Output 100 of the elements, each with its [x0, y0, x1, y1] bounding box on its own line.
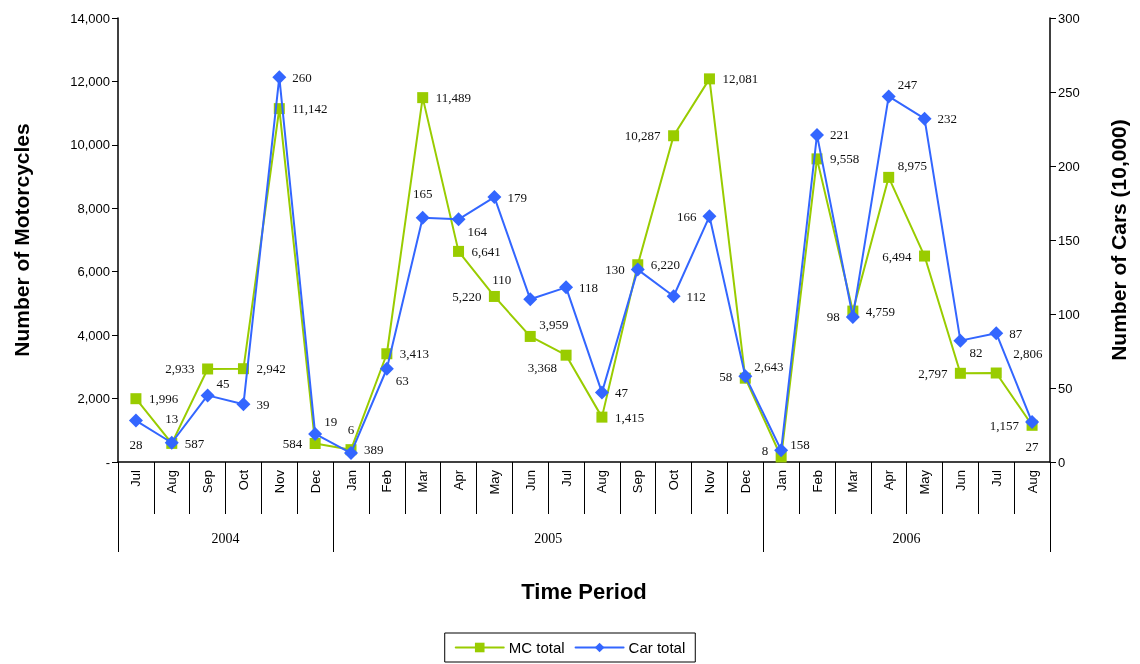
data-label: 389 [364, 442, 384, 458]
point [881, 89, 896, 104]
data-label: 11,142 [292, 101, 328, 117]
point [560, 349, 572, 361]
y-tick-label: 12,000 [70, 73, 110, 89]
data-label: 247 [897, 76, 918, 92]
y-tick-label: 4,000 [77, 327, 110, 343]
point [202, 363, 214, 375]
data-label: 11,489 [435, 90, 471, 106]
y2-tick-label: 50 [1058, 380, 1073, 396]
data-label: 6,220 [650, 257, 681, 273]
data-label: 6 [347, 421, 355, 437]
y-axis-title: Number of Motorcycles [10, 123, 33, 357]
data-label: 28 [129, 437, 143, 453]
point [309, 437, 321, 449]
point [954, 367, 966, 379]
x-tick-label: Apr [881, 469, 897, 491]
data-label: 2,797 [918, 365, 948, 381]
text: 2004 [211, 530, 240, 546]
data-label: 5,220 [452, 288, 482, 304]
data-label: 587 [184, 435, 205, 451]
point [487, 190, 502, 205]
data-label: 6,641 [471, 243, 501, 259]
data-label: 179 [507, 189, 527, 205]
y2-tick-label: 200 [1058, 158, 1080, 174]
point [1025, 415, 1040, 430]
x-tick-label: Jul [128, 469, 144, 487]
legend-label: MC total [508, 639, 565, 656]
x-tick-label: Jan [343, 470, 359, 491]
data-label: 39 [256, 396, 270, 412]
x-tick-label: Aug [1024, 470, 1040, 494]
data-label: 166 [676, 208, 697, 224]
data-label: 19 [324, 414, 338, 430]
data-label: 221 [830, 127, 850, 143]
data-label: 4,759 [865, 303, 896, 319]
y2-tick-label: 250 [1058, 84, 1080, 100]
x-tick-label: Oct [666, 469, 682, 491]
point [272, 70, 287, 85]
x-tick-label: Jul [558, 469, 574, 487]
point [453, 245, 465, 257]
data-label: 9,558 [830, 151, 860, 167]
x-tick-label: Feb [809, 470, 825, 493]
data-label: 6,494 [882, 248, 913, 264]
legend-label: Car total [628, 639, 686, 656]
y2-axis-title: Number of Cars (10,000) [1107, 119, 1130, 361]
y-tick-label: - [105, 454, 110, 470]
text: 2006 [892, 530, 921, 546]
data-label: 8,975 [897, 157, 927, 173]
data-label: 10,287 [624, 128, 662, 144]
point [594, 385, 609, 400]
point [953, 333, 968, 348]
y-tick-label: 14,000 [70, 10, 110, 26]
point [990, 367, 1002, 379]
point [810, 127, 824, 142]
x-tick-label: Jul [988, 469, 1004, 487]
point [630, 262, 645, 277]
data-label: 2,942 [256, 361, 286, 377]
data-label: 2,643 [754, 358, 784, 374]
y2-tick-label: 150 [1058, 232, 1080, 248]
y-tick-label: 2,000 [77, 391, 110, 407]
point [559, 280, 574, 295]
data-label: 158 [790, 437, 810, 453]
x-tick-label: Dec [307, 469, 323, 494]
point [524, 330, 536, 342]
point [236, 397, 251, 412]
x-tick-label: Feb [379, 470, 395, 493]
x-tick-label: Nov [271, 469, 287, 494]
point [989, 326, 1004, 341]
y-tick-label: 6,000 [77, 264, 110, 280]
data-label: 98 [826, 309, 840, 325]
point [917, 111, 932, 126]
point [417, 92, 429, 104]
text: 2005 [534, 530, 563, 546]
data-label: 3,413 [399, 346, 430, 362]
y2-tick-label: 300 [1058, 10, 1080, 26]
x-tick-label: Dec [737, 469, 753, 494]
data-label: 260 [292, 69, 312, 85]
data-label: 130 [605, 262, 625, 278]
x-tick-label: May [917, 469, 933, 495]
data-label: 165 [412, 186, 433, 202]
data-label: 110 [492, 271, 512, 287]
data-label: 12,081 [722, 71, 759, 87]
x-tick-label: Jun [522, 470, 538, 491]
point [130, 393, 142, 405]
x-axis-title: Time Period [521, 578, 647, 604]
x-tick-label: Apr [451, 469, 467, 491]
point [415, 210, 430, 225]
data-label: 3,959 [539, 316, 569, 332]
data-label: 63 [395, 373, 409, 389]
data-label: 58 [719, 368, 733, 384]
x-tick-label: Mar [415, 469, 431, 493]
data-label: 2,806 [1013, 345, 1043, 361]
x-tick-label: Aug [164, 470, 180, 494]
data-label: 45 [216, 375, 230, 391]
x-tick-label: Jun [952, 470, 968, 491]
x-tick-label: Sep [200, 470, 216, 494]
y2-tick-label: 100 [1058, 306, 1080, 322]
data-label: 47 [614, 384, 629, 400]
y-tick-label: 10,000 [70, 137, 110, 153]
data-label: 164 [467, 223, 488, 239]
